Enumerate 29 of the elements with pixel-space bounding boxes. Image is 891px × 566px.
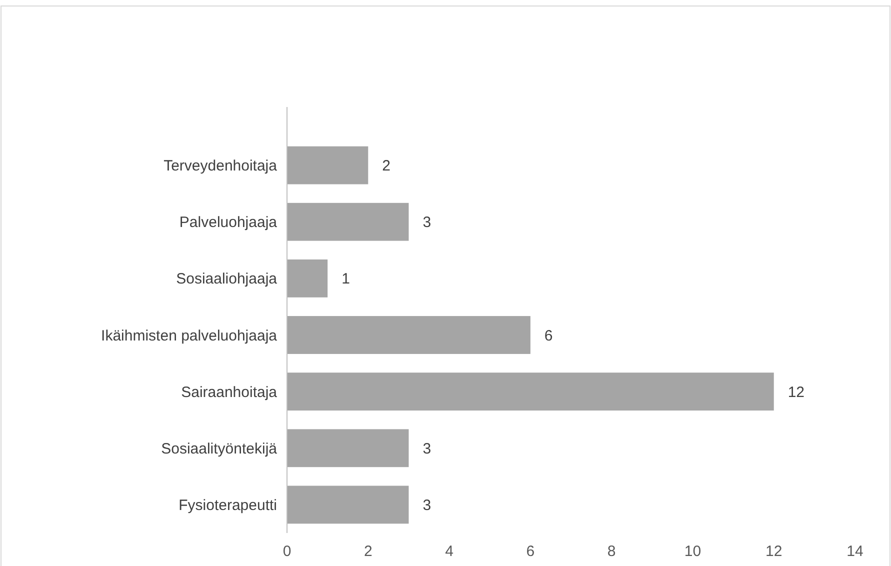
bar xyxy=(287,202,409,241)
data-label: 3 xyxy=(422,496,432,514)
data-label: 1 xyxy=(342,270,350,288)
x-tick-label: 8 xyxy=(607,543,616,560)
data-label: 3 xyxy=(422,440,432,458)
x-tick-label: 12 xyxy=(766,543,782,560)
x-tick-label: 10 xyxy=(684,543,702,560)
x-tick-label: 14 xyxy=(846,543,864,560)
y-tick-label: Fysioterapeutti xyxy=(178,496,277,514)
x-tick-label: 4 xyxy=(445,543,454,560)
x-tick-label: 0 xyxy=(282,543,292,560)
bar xyxy=(287,146,368,184)
bar xyxy=(287,259,328,298)
bar xyxy=(287,429,409,468)
data-label: 12 xyxy=(788,384,805,401)
bar xyxy=(287,486,409,524)
y-tick-label: Ikäihmisten palveluohjaaja xyxy=(101,327,278,344)
data-label: 2 xyxy=(382,158,390,175)
y-tick-label: Terveydenhoitaja xyxy=(164,158,278,175)
data-label: 6 xyxy=(544,327,553,344)
y-tick-label: Palveluohjaaja xyxy=(179,214,278,232)
data-label: 3 xyxy=(422,214,432,232)
x-tick-label: 2 xyxy=(364,543,372,560)
bar xyxy=(287,316,530,354)
bar xyxy=(287,372,774,411)
y-tick-label: Sosiaaliohjaaja xyxy=(176,270,278,288)
x-tick-label: 6 xyxy=(526,543,535,560)
y-tick-label: Sosiaalityöntekijä xyxy=(161,440,278,458)
y-tick-label: Sairaanhoitaja xyxy=(181,384,278,401)
